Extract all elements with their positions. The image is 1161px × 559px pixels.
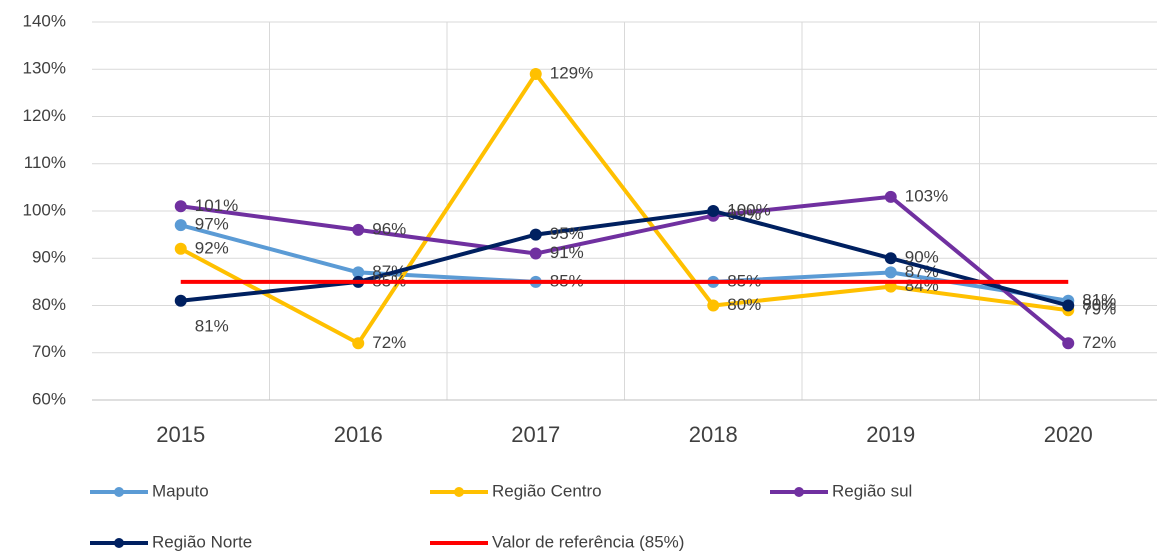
data-label: 80% [727,295,761,314]
point [529,67,542,80]
point [174,242,187,255]
legend-label: Região Centro [492,481,602,500]
point [884,190,897,203]
point [884,266,897,279]
y-tick-label: 130% [23,59,66,78]
point [352,266,365,279]
data-label: 96% [372,219,406,238]
legend-marker [114,538,124,548]
y-tick-label: 80% [32,295,66,314]
data-label: 97% [195,215,229,234]
data-label: 72% [1082,333,1116,352]
legend-marker [454,487,464,497]
data-label: 80% [1082,295,1116,314]
data-label: 87% [905,262,939,281]
x-tick-label: 2019 [866,422,915,447]
y-tick-label: 140% [23,11,66,30]
point [1062,337,1075,350]
data-label: 101% [195,196,238,215]
point [529,247,542,260]
x-tick-label: 2020 [1044,422,1093,447]
point [529,228,542,241]
data-label: 81% [195,316,229,335]
legend-label: Valor de referência (85%) [492,532,684,551]
x-tick-label: 2015 [156,422,205,447]
y-tick-label: 60% [32,389,66,408]
series-line [180,208,1069,308]
data-label: 90% [905,248,939,267]
data-label: 81% [1082,290,1116,309]
data-label: 84% [905,276,939,295]
legend-label: Maputo [152,481,209,500]
data-label: 129% [550,63,593,82]
point [174,200,187,213]
data-label: 95% [550,224,584,243]
legend-label: Região sul [832,481,912,500]
y-tick-label: 70% [32,342,66,361]
data-label: 79% [1082,300,1116,319]
x-tick-label: 2018 [689,422,738,447]
y-tick-label: 100% [23,200,66,219]
series-line [179,70,1069,346]
legend-marker [114,487,124,497]
point [352,223,365,236]
data-label: 100% [727,200,770,219]
series-line [180,194,1070,345]
point [1062,299,1075,312]
point [174,294,187,307]
data-label: 92% [195,238,229,257]
x-tick-label: 2016 [334,422,383,447]
point [707,205,720,217]
data-label: 72% [372,333,406,352]
data-label: 91% [550,243,584,262]
point [174,219,187,232]
legend-marker [794,487,804,497]
data-label: 103% [905,186,948,205]
y-tick-label: 110% [24,153,66,172]
x-tick-label: 2017 [511,422,560,447]
point [884,252,897,265]
point [707,299,720,312]
y-tick-label: 120% [23,106,66,125]
legend-label: Região Norte [152,532,252,551]
y-tick-label: 90% [32,248,66,267]
point [352,337,365,350]
